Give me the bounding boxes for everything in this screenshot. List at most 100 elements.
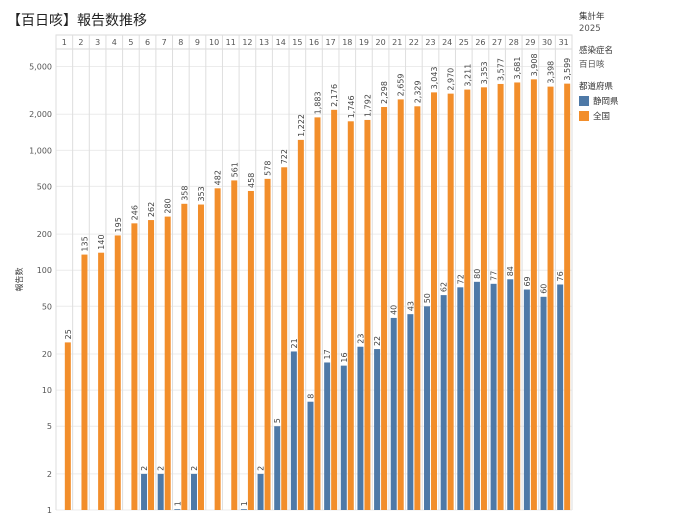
x-tick-label: 17: [326, 38, 336, 47]
data-label: 246: [130, 205, 139, 220]
bar-shizuoka[interactable]: [324, 362, 331, 510]
bar-national[interactable]: [364, 119, 371, 511]
bar-shizuoka[interactable]: [174, 509, 181, 510]
data-label: 40: [390, 305, 399, 315]
x-tick-label: 31: [559, 38, 569, 47]
bar-national[interactable]: [197, 204, 204, 511]
y-tick-label: 200: [37, 230, 52, 239]
bar-shizuoka[interactable]: [540, 296, 547, 510]
data-label: 60: [540, 284, 549, 294]
bar-national[interactable]: [114, 235, 121, 510]
x-tick-label: 18: [342, 38, 352, 47]
legend-item-national[interactable]: 全国: [579, 110, 684, 122]
bar-national[interactable]: [281, 167, 288, 510]
data-label: 8: [307, 394, 316, 399]
data-label: 2,970: [447, 68, 456, 91]
disease-filter[interactable]: 感染症名 百日咳: [579, 44, 684, 70]
y-tick-label: 50: [42, 302, 52, 311]
data-label: 22: [373, 336, 382, 346]
bar-shizuoka[interactable]: [473, 281, 480, 510]
x-tick-label: 27: [492, 38, 502, 47]
bar-national[interactable]: [331, 109, 338, 511]
year-filter-label: 集計年: [579, 12, 605, 22]
bar-shizuoka[interactable]: [240, 509, 247, 510]
bar-national[interactable]: [480, 87, 487, 511]
data-label: 140: [97, 234, 106, 249]
bar-national[interactable]: [397, 99, 404, 510]
data-label: 358: [180, 186, 189, 201]
bar-national[interactable]: [131, 223, 138, 511]
data-label: 353: [197, 186, 206, 201]
bar-national[interactable]: [81, 254, 88, 510]
legend-title: 都道府県: [579, 82, 614, 92]
bar-shizuoka[interactable]: [340, 365, 347, 510]
data-label: 25: [64, 329, 73, 339]
bar-shizuoka[interactable]: [374, 349, 381, 510]
data-label: 80: [473, 269, 482, 279]
bar-shizuoka[interactable]: [274, 426, 281, 510]
bar-national[interactable]: [530, 79, 537, 511]
bar-shizuoka[interactable]: [357, 346, 364, 510]
bar-national[interactable]: [148, 220, 155, 511]
x-tick-label: 2: [78, 38, 83, 47]
bar-shizuoka[interactable]: [490, 283, 497, 510]
bar-shizuoka[interactable]: [257, 473, 264, 510]
bar-shizuoka[interactable]: [424, 306, 431, 510]
bar-national[interactable]: [164, 216, 171, 511]
x-tick-label: 25: [459, 38, 469, 47]
legend-item-shizuoka[interactable]: 静岡県: [579, 95, 684, 107]
x-tick-label: 21: [392, 38, 402, 47]
bar-national[interactable]: [247, 190, 254, 511]
data-label: 3,043: [430, 66, 439, 89]
y-axis-title: 報告数: [14, 268, 24, 292]
bar-shizuoka[interactable]: [307, 401, 314, 510]
bar-national[interactable]: [464, 89, 471, 511]
bar-national[interactable]: [381, 106, 388, 510]
x-tick-label: 1: [62, 38, 67, 47]
bar-shizuoka[interactable]: [290, 351, 297, 510]
x-tick-label: 28: [509, 38, 519, 47]
bar-national[interactable]: [347, 121, 354, 510]
bar-shizuoka[interactable]: [557, 284, 564, 510]
bar-national[interactable]: [497, 83, 504, 511]
bar-shizuoka[interactable]: [440, 295, 447, 510]
bar-shizuoka[interactable]: [190, 473, 197, 510]
data-label: 2: [257, 466, 266, 471]
bar-shizuoka[interactable]: [141, 473, 148, 510]
bar-national[interactable]: [547, 86, 554, 510]
data-label: 561: [230, 162, 239, 177]
bar-national[interactable]: [564, 83, 571, 510]
bar-shizuoka[interactable]: [457, 287, 464, 510]
bar-national[interactable]: [231, 180, 238, 511]
x-tick-label: 8: [178, 38, 183, 47]
year-filter[interactable]: 集計年 2025: [579, 10, 684, 34]
data-label: 722: [280, 149, 289, 164]
bar-shizuoka[interactable]: [507, 279, 514, 510]
bar-shizuoka[interactable]: [157, 473, 164, 510]
bar-national[interactable]: [264, 178, 271, 510]
data-label: 2: [140, 466, 149, 471]
bar-national[interactable]: [431, 92, 438, 511]
legend-swatch-national: [579, 111, 589, 121]
bar-shizuoka[interactable]: [523, 289, 530, 510]
bar-national[interactable]: [214, 188, 221, 510]
x-tick-label: 3: [95, 38, 100, 47]
bar-national[interactable]: [314, 117, 321, 511]
bar-national[interactable]: [181, 203, 188, 510]
bar-shizuoka[interactable]: [407, 314, 414, 510]
legend-swatch-shizuoka: [579, 96, 589, 106]
x-tick-label: 7: [162, 38, 167, 47]
x-tick-label: 14: [276, 38, 286, 47]
data-label: 195: [114, 217, 123, 232]
bar-national[interactable]: [297, 139, 304, 510]
bar-national[interactable]: [514, 82, 521, 510]
bar-national[interactable]: [64, 342, 71, 510]
bar-national[interactable]: [447, 93, 454, 511]
bar-national[interactable]: [98, 252, 105, 510]
data-label: 2: [190, 466, 199, 471]
chart-title: 【百日咳】報告数推移: [7, 13, 147, 29]
bar-shizuoka[interactable]: [390, 317, 397, 510]
bar-national[interactable]: [414, 106, 421, 511]
data-label: 1,222: [297, 114, 306, 137]
x-tick-label: 30: [542, 38, 552, 47]
